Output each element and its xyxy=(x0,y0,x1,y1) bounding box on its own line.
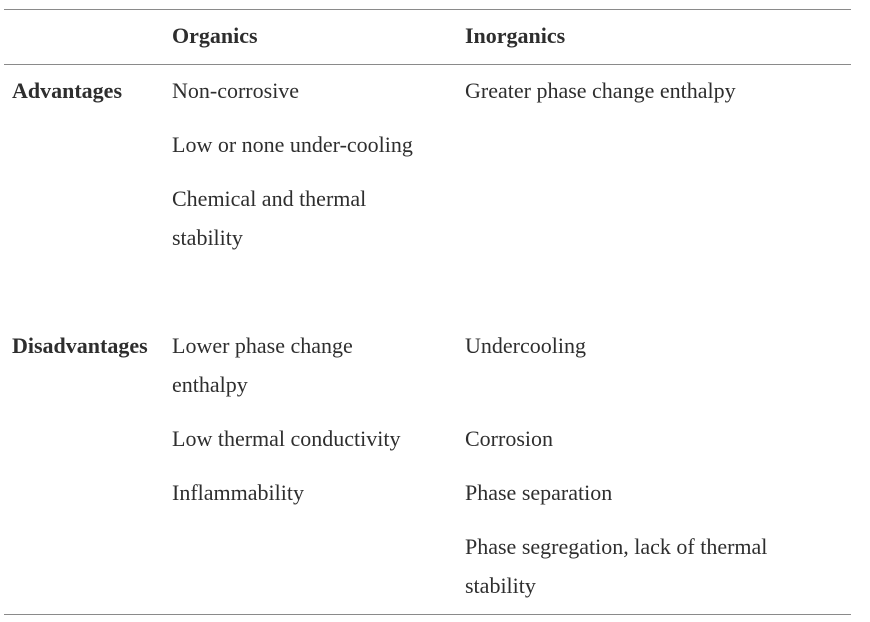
list-item: Phase segregation, lack of thermal stabi… xyxy=(465,534,768,598)
column-header-inorganics: Inorganics xyxy=(465,23,566,48)
row-label-advantages: Advantages xyxy=(12,78,123,103)
list-item: Low thermal conductivity xyxy=(172,426,401,451)
table-top-rule xyxy=(4,9,851,10)
advantages-inorganics: Greater phase change enthalpy xyxy=(465,71,736,125)
list-item: Greater phase change enthalpy xyxy=(465,78,736,103)
list-item: Inflammability xyxy=(172,480,304,505)
disadvantages-organics: Lower phase change enthalpy Low thermal … xyxy=(172,326,401,527)
disadvantages-inorganics: Undercooling Corrosion Phase separation … xyxy=(465,326,800,620)
list-item: Lower phase change enthalpy xyxy=(172,333,353,397)
list-item: Phase separation xyxy=(465,480,613,505)
list-item: Low or none under-cooling xyxy=(172,132,413,157)
table-bottom-rule xyxy=(4,614,851,615)
list-item: Undercooling xyxy=(465,333,586,358)
advantages-organics: Non-corrosive Low or none under-cooling … xyxy=(172,71,413,272)
list-item: Chemical and thermal stability xyxy=(172,186,367,250)
list-item: Non-corrosive xyxy=(172,78,300,103)
column-header-organics: Organics xyxy=(172,23,258,48)
row-label-disadvantages: Disadvantages xyxy=(12,333,148,358)
list-item: Corrosion xyxy=(465,426,553,451)
header-rule xyxy=(4,64,851,65)
